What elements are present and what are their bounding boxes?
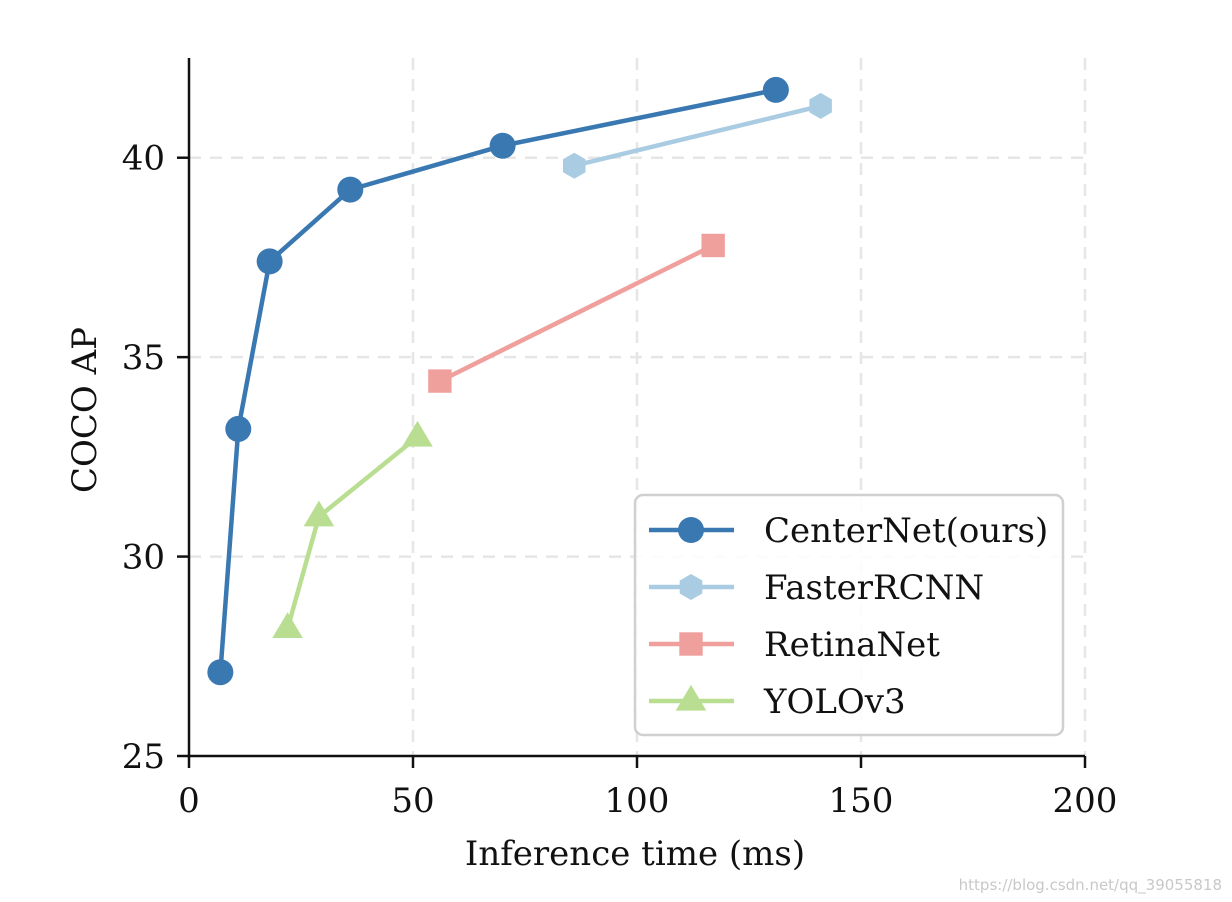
data-point — [701, 233, 725, 258]
data-point — [489, 132, 516, 159]
data-point — [809, 92, 832, 119]
series — [207, 76, 832, 686]
tick-marks: 0 50 100 150 200 25 30 35 40 — [122, 139, 1118, 821]
series-retinanet — [428, 233, 725, 393]
legend-marker — [679, 574, 703, 600]
legend-marker — [679, 632, 703, 656]
series-centernet-ours — [207, 76, 789, 686]
data-point — [272, 612, 303, 639]
data-point — [225, 415, 252, 442]
data-point — [303, 500, 335, 527]
x-axis-label: Inference time (ms) — [465, 834, 805, 874]
legend-entry: CenterNet(ours) — [649, 511, 1048, 551]
legend-marker — [678, 517, 704, 543]
data-point — [256, 248, 283, 275]
data-point — [337, 176, 364, 203]
series-line — [438, 243, 715, 384]
legend-label: YOLOv3 — [763, 682, 906, 722]
x-tick-label: 150 — [829, 781, 894, 821]
data-point — [428, 369, 452, 393]
data-point — [207, 659, 234, 686]
legend-marker — [675, 684, 707, 711]
y-tick-label: 35 — [122, 338, 165, 378]
data-point — [762, 76, 789, 103]
series-yolov3 — [272, 420, 433, 639]
data-point — [563, 152, 586, 179]
y-tick-label: 30 — [122, 538, 165, 578]
legend-entry: RetinaNet — [649, 625, 940, 665]
series-line — [573, 103, 822, 168]
y-tick-label: 40 — [122, 139, 165, 179]
series-fasterrcnn — [563, 92, 832, 179]
legend-frame — [633, 493, 1065, 737]
x-tick-label: 100 — [605, 781, 670, 821]
y-axis-label: COCO AP — [65, 327, 105, 493]
watermark-text: https://blog.csdn.net/qq_39055818 — [958, 876, 1222, 894]
x-tick-label: 50 — [391, 781, 434, 821]
legend-entry: FasterRCNN — [649, 568, 984, 608]
series-line — [218, 87, 777, 673]
legend-entry: YOLOv3 — [649, 682, 906, 722]
x-tick-label: 0 — [178, 781, 200, 821]
legend-label: CenterNet(ours) — [764, 511, 1048, 551]
data-point — [402, 420, 433, 447]
legend-label: FasterRCNN — [764, 568, 984, 608]
legend-label: RetinaNet — [764, 625, 940, 665]
legend: CenterNet(ours) FasterRCNN RetinaNet YOLOv3 — [633, 493, 1065, 737]
x-tick-label: 200 — [1053, 781, 1118, 821]
series-line — [285, 435, 419, 630]
y-tick-label: 25 — [122, 737, 165, 777]
